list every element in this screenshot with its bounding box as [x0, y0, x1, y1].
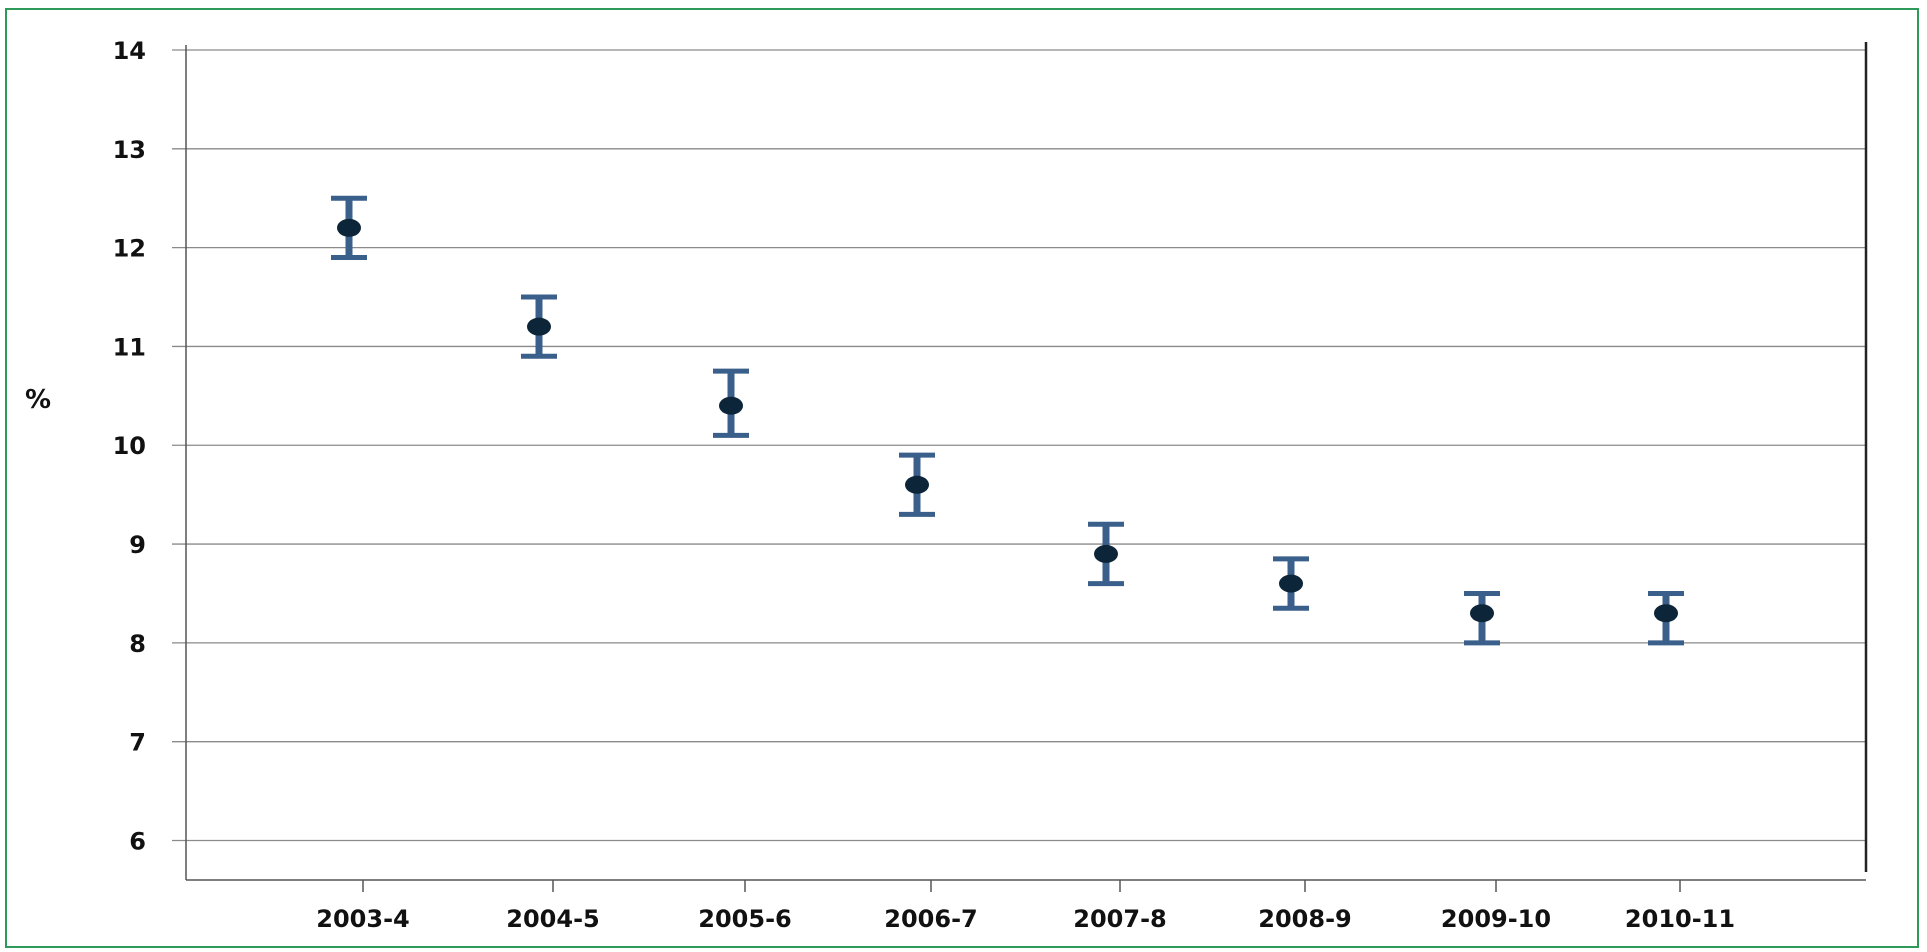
x-tick-label: 2004-5 — [506, 905, 599, 933]
errorbar-point — [899, 452, 935, 517]
data-point — [337, 218, 361, 237]
data-point — [1094, 544, 1118, 563]
y-tick-label: 7 — [129, 729, 146, 757]
x-tick-label: 2007-8 — [1073, 905, 1166, 933]
y-tick-label: 13 — [113, 136, 146, 164]
errorbar-point — [331, 195, 367, 260]
errorbar-point — [521, 294, 557, 359]
x-tick-label: 2010-11 — [1625, 905, 1735, 933]
data-point — [527, 317, 551, 336]
x-tick-label: 2003-4 — [316, 905, 409, 933]
y-tick-label: 11 — [113, 333, 146, 361]
y-tick-label: 6 — [129, 827, 146, 855]
x-tick-label: 2005-6 — [698, 905, 791, 933]
data-point — [1470, 604, 1494, 623]
errorbar-point — [1648, 590, 1684, 646]
x-tick-label: 2009-10 — [1441, 905, 1551, 933]
errorbar-point — [1273, 556, 1309, 611]
y-tick-label: 10 — [113, 432, 146, 460]
x-tick-labels: 2003-4 2004-5 2005-6 2006-7 2007-8 2008-9 2009… — [316, 880, 1735, 933]
x-tick-label: 2008-9 — [1258, 905, 1351, 933]
errorbar-point — [713, 368, 749, 438]
grid-lines — [172, 49, 1866, 842]
axes — [185, 42, 1868, 881]
data-point — [1654, 604, 1678, 623]
errorbar-point — [1088, 521, 1124, 587]
data-point — [905, 475, 929, 494]
data-point — [1279, 574, 1303, 593]
errorbar-point — [1464, 590, 1500, 646]
y-axis-label: % — [25, 385, 51, 415]
data-point — [719, 396, 743, 415]
y-tick-label: 9 — [129, 531, 146, 559]
y-tick-label: 8 — [129, 630, 146, 658]
chart-frame — [5, 8, 1919, 948]
data-marks — [331, 195, 1684, 646]
x-tick-label: 2006-7 — [884, 905, 977, 933]
y-tick-label: 12 — [113, 235, 146, 263]
y-tick-label: 14 — [113, 37, 146, 65]
y-tick-labels: 6 7 8 9 10 11 12 13 14 — [113, 37, 146, 855]
